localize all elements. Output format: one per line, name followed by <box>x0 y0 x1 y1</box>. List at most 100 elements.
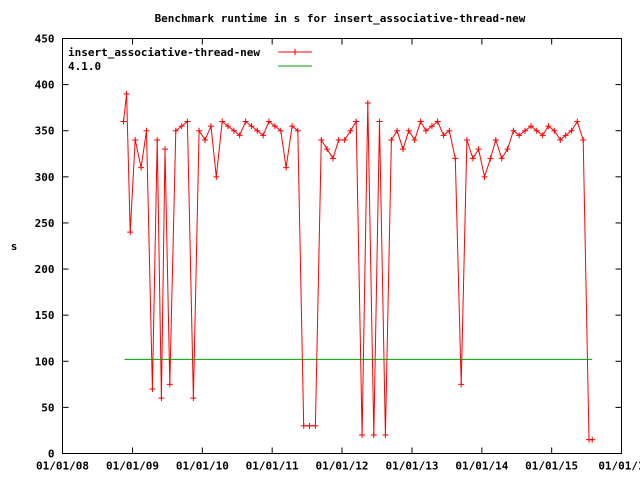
series-0-point-71 <box>522 127 529 134</box>
chart-title: Benchmark runtime in s for insert_associ… <box>155 12 526 25</box>
series-0-point-20 <box>224 123 231 130</box>
series-0-point-44 <box>364 100 371 107</box>
series-0-point-19 <box>219 118 226 125</box>
series-0-point-65 <box>487 155 494 162</box>
series-0-point-52 <box>411 136 418 143</box>
series-0-point-26 <box>260 132 267 139</box>
series-0-point-76 <box>551 127 558 134</box>
x-tick-label-2: 01/01/10 <box>176 460 229 473</box>
series-0-point-13 <box>184 118 191 125</box>
legend-label-1: 4.1.0 <box>68 60 101 73</box>
series-0-point-72 <box>528 123 535 130</box>
y-tick-label-1: 50 <box>41 401 54 414</box>
series-0-point-2 <box>127 229 134 236</box>
series-0-point-70 <box>516 132 523 139</box>
series-0-point-38 <box>330 155 337 162</box>
legend-marker-0 <box>292 49 298 55</box>
series-0-point-41 <box>347 127 354 134</box>
legend-label-0: insert_associative-thread-new <box>68 46 260 59</box>
series-0-point-51 <box>405 127 412 134</box>
series-0-point-31 <box>289 123 296 130</box>
x-tick-label-4: 01/01/12 <box>316 460 369 473</box>
series-0-point-14 <box>190 395 197 402</box>
series-0-point-30 <box>283 164 290 171</box>
x-tick-label-5: 01/01/13 <box>386 460 439 473</box>
series-0-point-8 <box>158 395 165 402</box>
series-0-point-68 <box>504 146 511 153</box>
y-tick-label-6: 300 <box>35 171 55 184</box>
series-0-point-64 <box>481 173 488 180</box>
series-0-point-5 <box>143 127 150 134</box>
series-0-point-60 <box>458 381 465 388</box>
x-tick-label-7: 01/01/15 <box>525 460 578 473</box>
series-0-point-9 <box>162 146 169 153</box>
y-axis-label: s <box>11 240 18 253</box>
series-0-point-50 <box>400 146 407 153</box>
series-0-point-79 <box>568 127 575 134</box>
x-tick-label-3: 01/01/11 <box>246 460 299 473</box>
series-0-point-1 <box>123 90 130 97</box>
series-0-point-35 <box>312 422 319 429</box>
series-0-point-67 <box>498 155 505 162</box>
series-0-point-78 <box>562 132 569 139</box>
series-0-point-0 <box>120 118 127 125</box>
series-0-point-80 <box>574 118 581 125</box>
y-tick-label-4: 200 <box>35 263 55 276</box>
series-0-point-15 <box>196 127 203 134</box>
series-0-point-55 <box>428 123 435 130</box>
series-0-point-77 <box>557 136 564 143</box>
series-0-point-28 <box>271 123 278 130</box>
series-line-0 <box>123 93 593 441</box>
series-0-point-18 <box>213 173 220 180</box>
series-0-point-75 <box>545 123 552 130</box>
series-0-point-16 <box>202 136 209 143</box>
series-0-point-69 <box>510 127 517 134</box>
series-0-point-81 <box>580 136 587 143</box>
y-tick-label-8: 400 <box>35 79 55 92</box>
series-0-point-48 <box>388 136 395 143</box>
series-0-point-53 <box>417 118 424 125</box>
series-0-point-59 <box>452 155 459 162</box>
series-0-point-36 <box>318 136 325 143</box>
series-layer <box>120 90 596 443</box>
y-tick-label-2: 100 <box>35 355 55 368</box>
series-0-point-46 <box>376 118 383 125</box>
series-0-point-83 <box>589 436 596 443</box>
y-tick-label-5: 250 <box>35 217 55 230</box>
series-0-point-7 <box>154 136 161 143</box>
series-0-point-4 <box>138 164 145 171</box>
series-0-point-49 <box>394 127 401 134</box>
series-0-point-3 <box>132 136 139 143</box>
series-0-point-58 <box>446 127 453 134</box>
series-0-point-24 <box>248 123 255 130</box>
series-0-point-22 <box>236 132 243 139</box>
series-0-point-32 <box>294 127 301 134</box>
series-0-point-56 <box>434 118 441 125</box>
y-tick-label-0: 0 <box>48 448 55 461</box>
series-0-point-23 <box>242 118 249 125</box>
series-0-point-43 <box>359 432 366 439</box>
series-0-point-45 <box>370 432 377 439</box>
series-0-point-39 <box>335 136 342 143</box>
plot-frame <box>62 38 622 454</box>
series-0-point-74 <box>539 132 546 139</box>
series-0-point-10 <box>166 381 173 388</box>
series-0-point-42 <box>353 118 360 125</box>
series-0-point-37 <box>324 146 331 153</box>
series-0-point-66 <box>492 136 499 143</box>
series-0-point-25 <box>254 127 261 134</box>
series-0-point-47 <box>382 432 389 439</box>
series-0-point-11 <box>172 127 179 134</box>
y-tick-label-3: 150 <box>35 309 55 322</box>
x-tick-label-1: 01/01/09 <box>106 460 159 473</box>
series-0-point-73 <box>533 127 540 134</box>
axis-ticks: 0 50 100 150 200 250 300 350 400 450 01/01/08 01/01… <box>35 33 640 473</box>
series-0-point-34 <box>306 422 313 429</box>
series-0-point-62 <box>469 155 476 162</box>
series-0-point-57 <box>440 132 447 139</box>
series-0-point-27 <box>265 118 272 125</box>
x-tick-label-6: 01/01/14 <box>455 460 508 473</box>
series-0-point-61 <box>463 136 470 143</box>
